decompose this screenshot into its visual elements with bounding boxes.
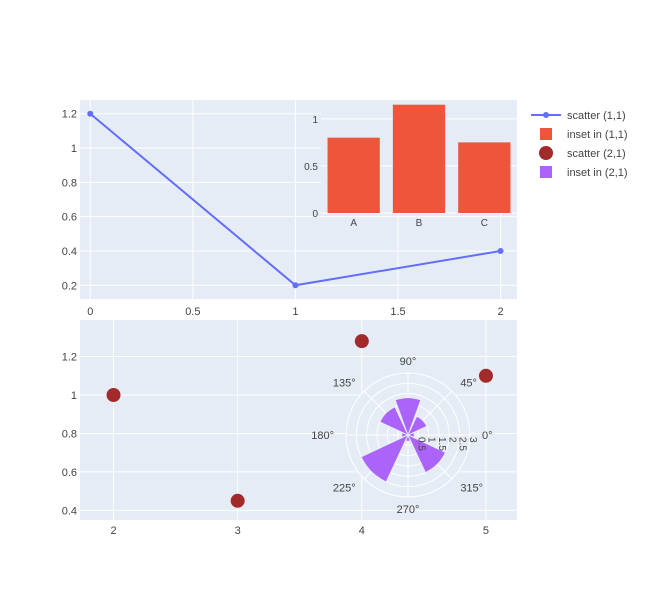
legend-label: scatter (1,1)	[567, 110, 626, 122]
bottom-subplot: 2 3 4 5 0.4 0.6 0.8 1 1.2	[62, 320, 517, 537]
polar-bar	[360, 434, 409, 483]
polar-bar	[407, 415, 428, 436]
legend-item: inset in (2,1)	[540, 166, 628, 179]
inset-bar-B	[392, 104, 446, 213]
polar-bar	[405, 433, 411, 442]
scatter-2-1-point	[478, 368, 493, 383]
polar-bar	[379, 406, 409, 436]
bar-y-tick-label: 0	[312, 209, 318, 220]
polar-angular-tick-label: 90°	[400, 356, 417, 368]
polar-radial-tick-label: 1	[426, 437, 437, 443]
polar-radial-tick-label: 2.5	[457, 437, 468, 451]
polar-angular-tick-label: 225°	[333, 482, 356, 494]
polar-angular-tick-label: 315°	[460, 482, 483, 494]
bottom-y-tick-label: 0.4	[62, 505, 77, 517]
top-y-tick-label: 1.2	[62, 109, 77, 121]
polar-angular-tick-label: 180°	[311, 430, 334, 442]
polar-bar	[401, 432, 410, 438]
legend-item: inset in (1,1)	[540, 128, 628, 141]
polar-radial-tick-label: 1.5	[436, 437, 447, 451]
bottom-x-tick-label: 5	[483, 525, 489, 537]
polar-angular-tick-label: 270°	[397, 504, 420, 516]
polar-bar	[407, 434, 446, 473]
bar-x-tick-label: C	[481, 218, 488, 229]
bottom-y-tick-label: 1	[71, 390, 77, 402]
scatter-2-1-point	[354, 334, 369, 349]
polar-angular-tick-label: 0°	[482, 430, 493, 442]
scatter-2-1-point	[230, 493, 245, 508]
polar-inset: 0° 45° 90° 135° 180° 225° 270° 315° 0.5 1 1.5 2 2.5 3	[311, 356, 492, 516]
bar-inset: 0 0.5 1 A B C	[304, 100, 517, 229]
scatter-1-1-point	[292, 282, 299, 289]
scatter-2-1-point	[106, 388, 121, 402]
top-x-tick-label: 2	[498, 306, 504, 318]
bottom-x-tick-label: 3	[235, 525, 241, 537]
top-x-tick-label: 1.5	[390, 306, 405, 318]
bar-y-tick-label: 0.5	[304, 162, 318, 173]
bottom-x-tick-label: 2	[110, 525, 116, 537]
polar-radial-tick-label: 0.5	[415, 437, 426, 451]
polar-bar	[406, 432, 415, 438]
polar-angular-tick-label: 45°	[460, 378, 477, 390]
inset-bar-A	[327, 137, 380, 213]
legend-circle-symbol	[539, 146, 553, 160]
polar-radial-tick-label: 3	[467, 437, 478, 443]
top-x-tick-label: 1	[292, 306, 298, 318]
top-y-tick-label: 0.6	[62, 212, 77, 224]
legend-item: scatter (2,1)	[539, 146, 626, 160]
bottom-y-tick-label: 0.8	[62, 428, 77, 440]
scatter-1-1-point	[497, 247, 504, 254]
top-y-tick-label: 0.2	[62, 280, 77, 292]
bar-x-tick-label: A	[350, 218, 357, 229]
top-y-tick-label: 0.4	[62, 246, 77, 258]
bar-y-tick-label: 1	[312, 115, 318, 126]
inset-bar-C	[458, 142, 511, 213]
legend-square-symbol	[540, 128, 552, 140]
legend-label: scatter (2,1)	[567, 148, 626, 160]
polar-angular-tick-label: 135°	[333, 378, 356, 390]
top-y-tick-label: 0.8	[62, 177, 77, 189]
legend: scatter (1,1) inset in (1,1) scatter (2,1)…	[531, 110, 628, 179]
bottom-y-tick-label: 0.6	[62, 467, 77, 479]
bottom-x-tick-label: 4	[359, 525, 365, 537]
top-y-tick-label: 1	[71, 143, 77, 155]
legend-item: scatter (1,1)	[531, 110, 626, 122]
legend-label: inset in (1,1)	[567, 129, 628, 141]
scatter-1-1-point	[87, 110, 94, 117]
bottom-y-tick-label: 1.2	[62, 352, 77, 364]
top-x-tick-label: 0.5	[185, 306, 200, 318]
top-x-tick-label: 0	[87, 306, 93, 318]
legend-label: inset in (2,1)	[567, 167, 628, 179]
polar-bar	[394, 397, 422, 437]
polar-radial-tick-label: 2	[446, 437, 457, 443]
bar-x-tick-label: B	[416, 218, 423, 229]
legend-square-symbol	[540, 166, 552, 178]
legend-marker-symbol	[543, 112, 549, 118]
